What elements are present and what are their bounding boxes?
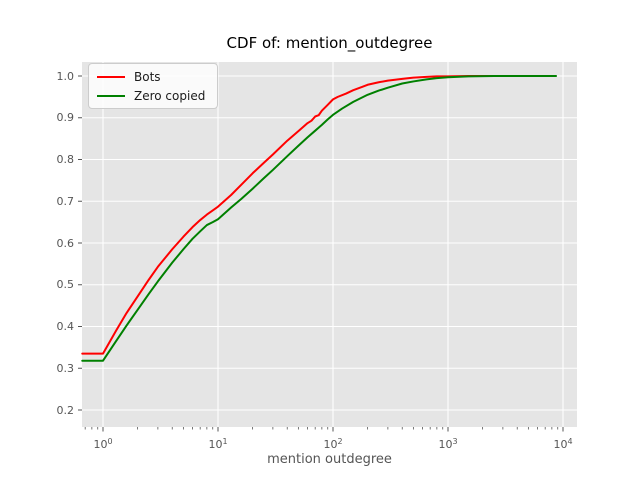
x-tick-base: 10	[323, 438, 338, 451]
x-tick-label: 100	[81, 435, 125, 451]
x-axis-label: mention outdegree	[267, 452, 392, 467]
x-tick-exponent: 1	[222, 437, 228, 446]
x-tick-base: 10	[208, 438, 223, 451]
x-tick-label: 103	[426, 435, 470, 451]
y-tick-label: 0.7	[56, 194, 75, 208]
x-tick-label: 104	[541, 435, 585, 451]
x-tick-base: 10	[93, 438, 108, 451]
chart-title: CDF of: mention_outdegree	[226, 34, 433, 52]
x-tick-exponent: 3	[452, 437, 458, 446]
y-tick-label: 1.0	[56, 69, 75, 83]
legend-label-zero-copied: Zero copied	[134, 88, 206, 103]
y-tick-label: 0.3	[56, 361, 75, 375]
x-tick-base: 10	[553, 438, 568, 451]
legend-item-bots: Bots	[97, 69, 205, 84]
y-tick-label: 0.8	[56, 153, 75, 166]
y-tick-label: 0.4	[56, 320, 75, 333]
y-tick-label: 0.5	[56, 278, 75, 292]
legend-item-zero-copied: Zero copied	[97, 88, 205, 103]
legend-label-bots: Bots	[134, 69, 161, 84]
x-tick-exponent: 2	[337, 437, 343, 446]
zero-copied-line-swatch-icon	[97, 94, 125, 97]
y-tick-label: 0.2	[56, 403, 75, 417]
x-tick-exponent: 0	[107, 437, 113, 446]
x-tick-label: 101	[196, 435, 240, 451]
series-line-zero-copied	[81, 75, 558, 362]
x-tick-base: 10	[438, 438, 453, 451]
y-tick-label: 0.9	[56, 111, 75, 125]
x-tick-label: 102	[311, 435, 355, 451]
x-tick-exponent: 4	[567, 437, 573, 446]
series-line-bots	[81, 75, 495, 355]
legend: Bots Zero copied	[88, 63, 219, 109]
y-tick-label: 0.6	[56, 236, 75, 250]
plot-background	[82, 62, 577, 427]
bots-line-swatch-icon	[97, 75, 125, 78]
